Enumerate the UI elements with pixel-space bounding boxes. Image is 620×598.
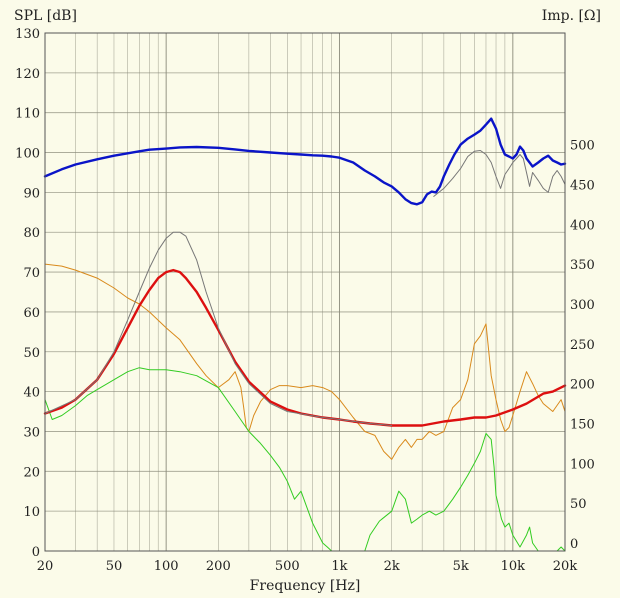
y-tick-label-right: 0: [570, 537, 578, 552]
y-tick-label-right: 250: [570, 338, 595, 353]
y-tick-label-left: 120: [15, 67, 40, 82]
y-tick-label-right: 300: [570, 298, 595, 313]
y-tick-label-left: 10: [23, 505, 40, 520]
y-axis-right-title: Imp. [Ω]: [542, 8, 601, 24]
x-tick-label: 200: [206, 559, 231, 574]
series-line-green-3: [44, 367, 566, 552]
x-tick-label: 2k: [384, 559, 400, 574]
series-line-gray-1: [433, 150, 566, 197]
y-tick-label-left: 0: [32, 545, 40, 560]
y-tick-label-right: 450: [570, 178, 595, 193]
grid: [44, 32, 566, 552]
y-tick-label-left: 60: [23, 306, 40, 321]
y-tick-label-right: 400: [570, 218, 595, 233]
x-tick-label: 20: [37, 559, 54, 574]
x-tick-label: 500: [275, 559, 300, 574]
y-tick-label-left: 20: [23, 465, 40, 480]
y-tick-label-right: 350: [570, 258, 595, 273]
x-tick-label: 20k: [553, 559, 578, 574]
x-tick-label: 5k: [453, 559, 469, 574]
y-tick-label-left: 130: [15, 27, 40, 42]
y-tick-label-right: 500: [570, 139, 595, 154]
series-lines: [43, 117, 567, 552]
series-line-blue-0: [43, 117, 567, 206]
y-tick-label-right: 200: [570, 378, 595, 393]
y-tick-label-right: 150: [570, 417, 595, 432]
x-tick-label: 50: [106, 559, 123, 574]
y-axis-left-title: SPL [dB]: [14, 8, 77, 24]
x-tick-label: 100: [154, 559, 179, 574]
y-tick-label-left: 90: [23, 186, 40, 201]
plot-frame: [44, 32, 566, 552]
y-tick-label-left: 110: [15, 107, 40, 122]
x-tick-label: 1k: [331, 559, 347, 574]
y-tick-label-left: 80: [23, 226, 40, 241]
series-line-orange-2: [44, 263, 566, 460]
tick-labels: 0 10 20 30 40 50 60 70 80 90 100 110 120 130 0 50 100 150…: [15, 27, 595, 574]
series-line-red-4: [43, 268, 567, 427]
x-tick-label: 10k: [501, 559, 526, 574]
y-tick-label-left: 50: [23, 346, 40, 361]
y-tick-label-right: 100: [570, 457, 595, 472]
y-tick-label-left: 30: [23, 425, 40, 440]
y-tick-label-left: 40: [23, 386, 40, 401]
y-tick-label-right: 50: [570, 497, 587, 512]
x-axis-title: Frequency [Hz]: [250, 578, 361, 594]
y-tick-label-left: 70: [23, 266, 40, 281]
y-tick-label-left: 100: [15, 147, 40, 162]
series-line-gray-5: [44, 231, 393, 426]
